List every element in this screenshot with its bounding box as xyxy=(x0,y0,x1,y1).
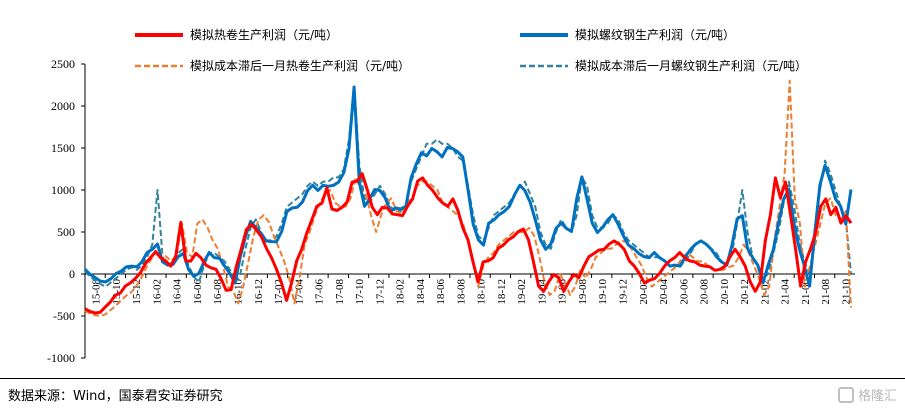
x-tick-label: 16-08 xyxy=(212,279,224,305)
x-tick-label: 18-12 xyxy=(496,279,508,305)
y-tick-label: -1000 xyxy=(47,351,75,365)
watermark: 格隆汇 xyxy=(837,385,897,404)
y-tick-label: 1000 xyxy=(51,183,75,197)
source-divider xyxy=(0,378,905,379)
x-tick-label: 17-12 xyxy=(374,279,386,305)
y-tick-label: -500 xyxy=(53,309,75,323)
x-tick-label: 17-06 xyxy=(314,279,326,305)
x-tick-label: 20-02 xyxy=(638,279,650,305)
x-tick-label: 17-04 xyxy=(293,279,305,305)
series-line-0 xyxy=(84,172,853,315)
x-tick-label: 20-12 xyxy=(739,279,751,305)
x-tick-label: 21-04 xyxy=(780,279,792,305)
x-tick-label: 15-08 xyxy=(91,279,103,305)
source-note: 数据来源：Wind，国泰君安证券研究 xyxy=(8,389,223,404)
legend-label-1: 模拟螺纹钢生产利润（元/吨） xyxy=(575,28,735,42)
x-tick-label: 19-02 xyxy=(516,279,528,305)
legend-label-2: 模拟成本滞后一月热卷生产利润（元/吨） xyxy=(190,58,410,73)
x-tick-label: 20-04 xyxy=(658,279,670,305)
x-tick-label: 18-02 xyxy=(395,279,407,305)
y-axis: -1000 -500 0 500 1000 1500 2000 2500 xyxy=(47,57,86,365)
x-tick-label: 19-08 xyxy=(577,279,589,305)
x-tick-label: 18-06 xyxy=(435,279,447,305)
series-lines xyxy=(83,79,853,317)
y-tick-label: 0 xyxy=(69,267,75,281)
watermark-text: 格隆汇 xyxy=(857,389,897,404)
x-tick-label: 20-08 xyxy=(699,279,711,305)
x-tick-label: 17-10 xyxy=(354,279,366,305)
x-tick-label: 20-06 xyxy=(678,279,690,305)
y-tick-label: 2000 xyxy=(51,99,75,113)
y-tick-label: 500 xyxy=(57,225,75,239)
x-tick-label: 19-10 xyxy=(597,279,609,305)
x-tick-label: 18-08 xyxy=(455,279,467,305)
x-tick-label: 17-08 xyxy=(334,279,346,305)
legend: 模拟热卷生产利润（元/吨） 模拟螺纹钢生产利润（元/吨） 模拟成本滞后一月热卷生产利… xyxy=(135,27,807,73)
x-tick-label: 21-08 xyxy=(820,279,832,305)
x-tick-label: 18-04 xyxy=(415,279,427,305)
x-tick-label: 16-06 xyxy=(192,279,204,305)
x-tick-label: 16-04 xyxy=(172,279,184,305)
x-tick-label: 19-12 xyxy=(618,279,630,305)
x-tick-label: 20-10 xyxy=(719,279,731,305)
legend-label-0: 模拟热卷生产利润（元/吨） xyxy=(190,27,338,42)
legend-label-3: 模拟成本滞后一月螺纹钢生产利润（元/吨） xyxy=(575,59,807,73)
series-line-2 xyxy=(84,79,852,317)
watermark-logo-icon xyxy=(837,386,854,403)
x-tick-label: 16-02 xyxy=(151,279,163,305)
x-tick-label: 16-12 xyxy=(253,279,265,305)
x-axis: 15-08 15-10 15-12 16-02 16-04 16-06 16-08 16-10… xyxy=(84,273,855,305)
y-tick-label: 2500 xyxy=(51,57,75,71)
y-tick-label: 1500 xyxy=(51,141,75,155)
series-line-1 xyxy=(83,85,853,288)
x-tick-label: 15-12 xyxy=(131,279,143,305)
